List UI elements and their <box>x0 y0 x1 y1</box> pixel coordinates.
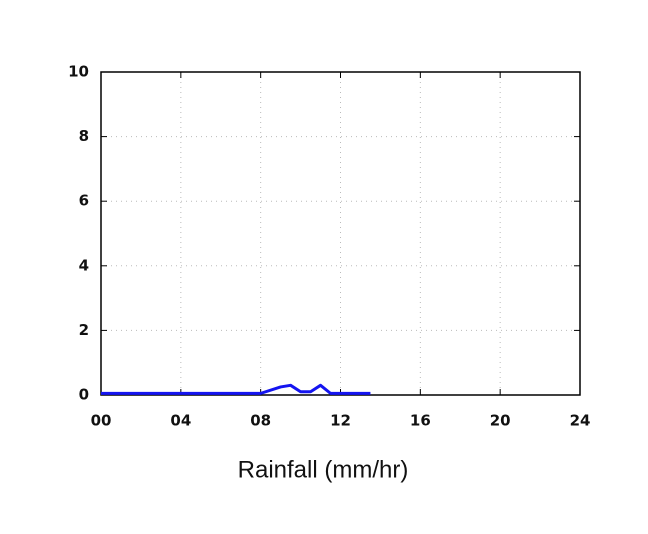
y-tick-label: 8 <box>79 127 89 145</box>
line-series <box>101 383 371 395</box>
x-tick-label: 20 <box>490 412 511 430</box>
y-tick-label: 6 <box>79 192 89 210</box>
y-tick-label: 2 <box>79 321 89 339</box>
x-tick-label: 12 <box>330 412 351 430</box>
y-tick-label: 10 <box>68 63 89 81</box>
x-tick-label: 04 <box>170 412 191 430</box>
x-axis-label: Rainfall (mm/hr) <box>238 456 409 483</box>
x-tick-label: 16 <box>410 412 431 430</box>
y-tick-label: 0 <box>79 386 89 404</box>
x-tick-label: 00 <box>91 412 112 430</box>
x-tick-label: 24 <box>570 412 591 430</box>
y-tick-label: 4 <box>79 256 89 274</box>
plot-frame <box>100 71 581 396</box>
x-tick-label: 08 <box>250 412 271 430</box>
